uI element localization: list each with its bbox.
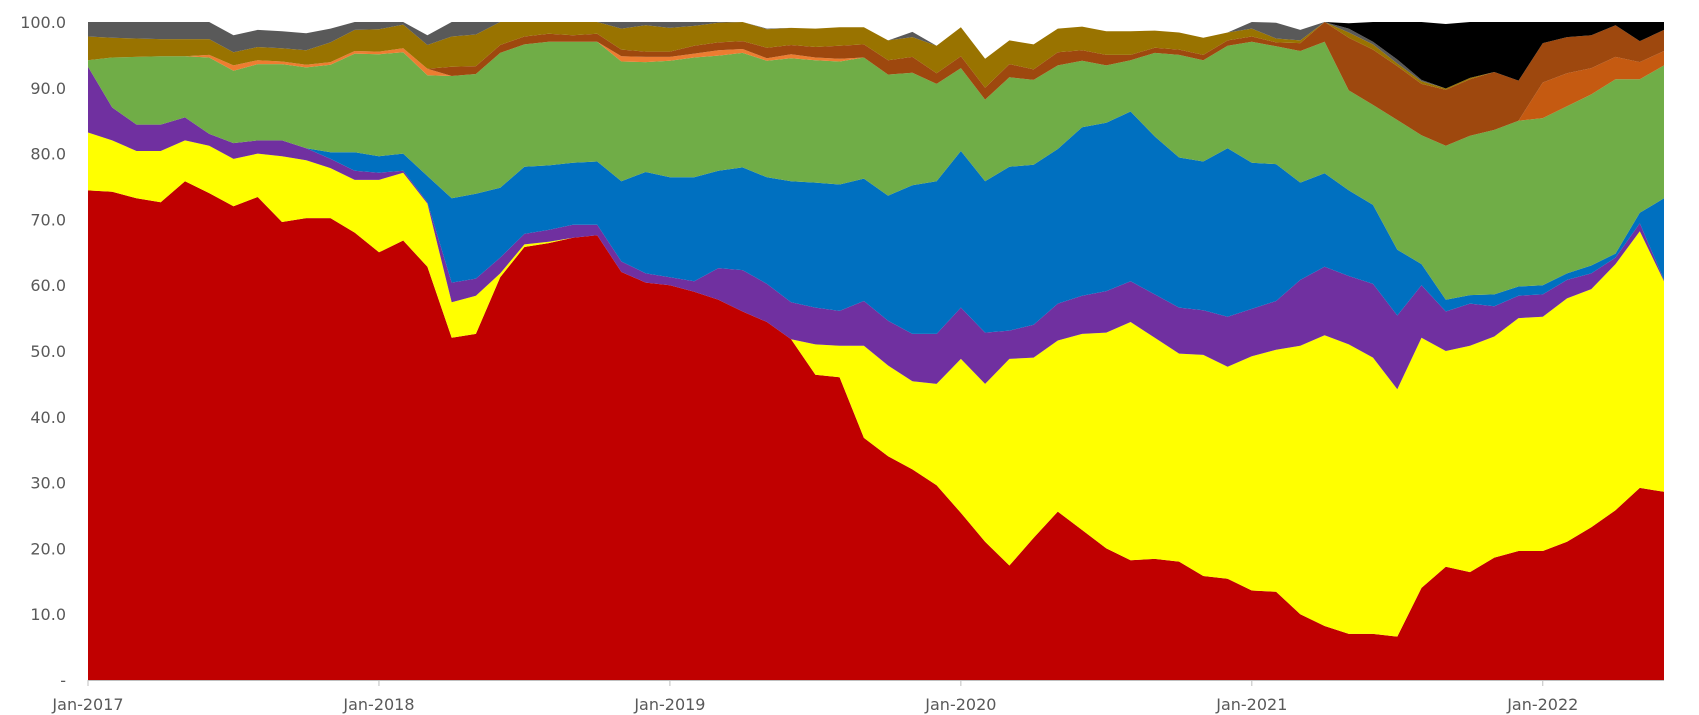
y-tick-label: 30.0 — [30, 474, 66, 493]
area-series-2 — [88, 132, 1664, 637]
area-series-9 — [88, 22, 1664, 90]
y-tick-label: - — [60, 671, 66, 690]
axes-layer: - 10.0 20.0 30.0 40.0 50.0 60.0 70.0 80.0 90.0 100… — [20, 13, 1664, 714]
x-tick-label: Jan-2022 — [1506, 695, 1578, 714]
area-series-8 — [88, 22, 1664, 146]
y-tick-label: 80.0 — [30, 145, 66, 164]
y-tick-label: 20.0 — [30, 539, 66, 558]
y-tick-label: 50.0 — [30, 342, 66, 361]
area-series-11 — [88, 22, 1664, 89]
y-tick-label: 10.0 — [30, 605, 66, 624]
x-tick-label: Jan-2018 — [342, 695, 414, 714]
area-series-3 — [88, 66, 1664, 390]
x-tick-label: Jan-2017 — [51, 695, 123, 714]
y-tick-label: 70.0 — [30, 210, 66, 229]
x-tick-label: Jan-2021 — [1215, 695, 1287, 714]
areas-layer — [88, 22, 1664, 680]
x-tick-label: Jan-2019 — [633, 695, 705, 714]
area-series-5 — [88, 41, 1664, 300]
area-series-1 — [88, 181, 1664, 680]
y-tick-label: 60.0 — [30, 276, 66, 295]
area-series-4 — [88, 66, 1664, 334]
y-tick-label: 40.0 — [30, 408, 66, 427]
y-tick-label: 90.0 — [30, 79, 66, 98]
y-tick-label: 100.0 — [20, 13, 66, 32]
x-tick-label: Jan-2020 — [924, 695, 996, 714]
